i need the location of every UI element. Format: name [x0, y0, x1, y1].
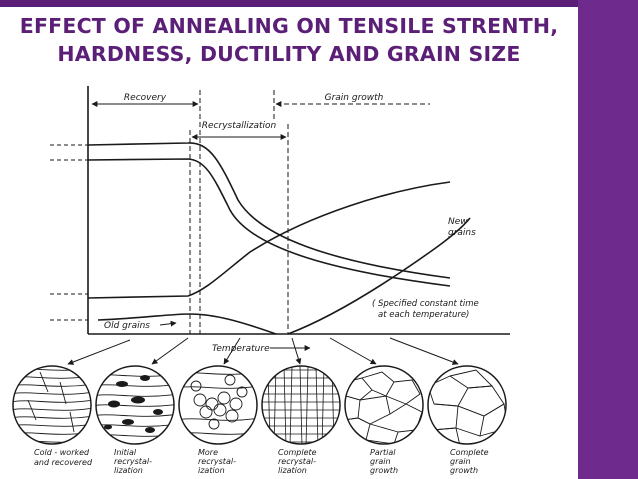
stage-grain-growth-label: Grain growth — [325, 93, 384, 103]
caption-3-line-2: recrystal- — [198, 457, 236, 466]
new-grains-label-line-2: grains — [448, 228, 476, 238]
caption-2-line-2: recrystal- — [114, 457, 152, 466]
old-grains-pointer — [159, 320, 177, 327]
caption-2-line-3: lization — [114, 466, 143, 475]
caption-6-line-1: Complete — [450, 448, 489, 457]
micrograph-partial-grain-growth — [344, 365, 424, 445]
pointer-4 — [291, 337, 302, 365]
title-line-1: EFFECT OF ANNEALING ON TENSILE STRENTH, — [19, 14, 559, 38]
micrograph-cold-worked — [12, 365, 92, 445]
right-decorative-panel — [578, 0, 638, 479]
caption-1-line-1: Cold - worked — [34, 448, 90, 457]
stage-recrystallization-label: Recrystallization — [202, 121, 277, 131]
caption-2-line-1: Initial — [114, 448, 137, 457]
caption-5-line-1: Partial — [370, 448, 396, 457]
micrograph-more-recrystallization — [178, 365, 258, 445]
annealing-diagram: Recovery Recrystallization Grain growth … — [10, 82, 576, 478]
pointer-6 — [389, 337, 459, 365]
caption-5-line-2: grain — [370, 457, 391, 466]
caption-3-line-3: ization — [198, 466, 225, 475]
stage-boundaries — [91, 90, 430, 334]
caption-6-line-2: grain — [450, 457, 471, 466]
pointer-2 — [151, 337, 189, 365]
caption-1-line-2: and recovered — [34, 458, 93, 467]
title-line-2: HARDNESS, DUCTILITY AND GRAIN SIZE — [57, 42, 521, 66]
top-accent-bar — [0, 0, 578, 7]
slide-title: EFFECT OF ANNEALING ON TENSILE STRENTH, … — [0, 12, 578, 68]
note-line-2: at each temperature) — [378, 310, 469, 320]
pointer-1 — [67, 339, 131, 365]
old-grains-curve — [97, 313, 277, 335]
property-curves — [87, 142, 471, 335]
temperature-axis-label: Temperature — [212, 344, 270, 354]
caption-4-line-1: Complete — [278, 448, 317, 457]
note-line-1: ( Specified constant time — [372, 299, 479, 309]
plot-axes — [50, 86, 510, 335]
caption-4-line-2: recrystal- — [278, 457, 316, 466]
caption-3-line-1: More — [198, 448, 218, 457]
old-grains-label: Old grains — [104, 321, 150, 331]
annealing-diagram-svg: Recovery Recrystallization Grain growth … — [12, 86, 510, 475]
caption-4-line-3: lization — [278, 466, 307, 475]
caption-6-line-3: growth — [450, 466, 478, 475]
pointer-5 — [329, 337, 377, 365]
micrograph-complete-recrystallization — [261, 365, 341, 445]
caption-5-line-3: growth — [370, 466, 398, 475]
micrograph-captions: Cold - worked and recovered Initial recr… — [34, 448, 489, 475]
pointer-3 — [223, 337, 241, 365]
micrograph-complete-grain-growth — [427, 365, 507, 445]
micrograph-pointers — [67, 337, 459, 365]
ductility-curve — [87, 181, 451, 299]
hardness-curve — [87, 158, 451, 287]
micrograph-initial-recrystallization — [95, 365, 175, 445]
stage-recovery-label: Recovery — [124, 93, 167, 103]
new-grains-curve — [287, 217, 471, 335]
tensile-strength-curve — [87, 142, 451, 279]
new-grains-label-line-1: New — [448, 217, 468, 227]
